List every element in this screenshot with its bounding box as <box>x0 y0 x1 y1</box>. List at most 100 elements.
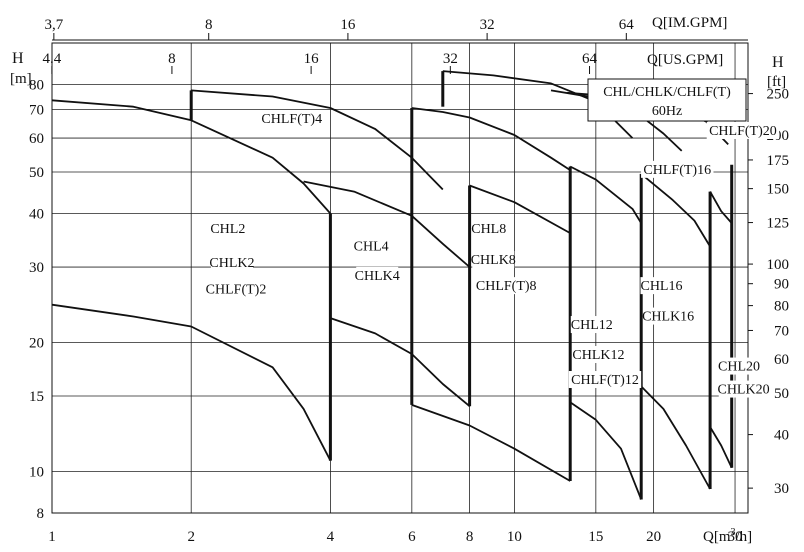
chart-title: CHL/CHLK/CHLF(T) <box>603 85 731 100</box>
x-bottom-tick-label: 2 <box>187 529 195 545</box>
chart-subtitle: 60Hz <box>652 104 682 119</box>
x-bottom-tick-label: 30 <box>728 529 743 545</box>
curve-labels: CHLF(T)4 CHL2 CHLK2 CHLF(T)2 CHL4 CHLK4 CHL8 CH… <box>203 110 780 398</box>
curve-label-backing <box>210 220 246 238</box>
curve-label: CHL4 <box>354 239 389 254</box>
x-top-us-axis-title: Q[US.GPM] <box>647 52 723 68</box>
performance-curve <box>411 107 571 171</box>
x-bottom-axis-title-tail: /h] <box>736 529 753 545</box>
curve-label-backing <box>259 110 325 128</box>
x-bottom-axis-title-superscript: 3 <box>731 527 736 538</box>
performance-curve <box>51 303 332 462</box>
y-left-axis-title: H <box>12 50 24 67</box>
curve-label: CHL8 <box>471 222 506 237</box>
y-right-tick-label: 30 <box>774 481 789 497</box>
curve-label: CHL16 <box>640 279 682 294</box>
curve-label: CHLF(T)4 <box>261 112 322 127</box>
x-top-im-tick-label: 16 <box>340 17 356 33</box>
curve-label: CHLK20 <box>717 383 769 398</box>
x-bottom-tick-label: 8 <box>466 529 474 545</box>
y-left-tick-label: 40 <box>29 207 44 223</box>
x-top-us-tick-label: 32 <box>443 51 458 67</box>
curve-label-backing <box>356 266 399 284</box>
title-box: CHL/CHLK/CHLF(T) 60Hz <box>587 78 747 122</box>
y-left-tick-label: 70 <box>29 102 44 118</box>
y-right-tick-label: 50 <box>774 386 789 402</box>
curve-label-backing <box>568 371 642 389</box>
curve-label: CHL2 <box>210 222 245 237</box>
y-left-tick-label: 20 <box>29 335 44 351</box>
x-top-us-tick-label: 4.4 <box>42 51 61 67</box>
performance-curve <box>191 89 444 191</box>
y-right-tick-label: 175 <box>767 153 790 169</box>
curve-label-backing <box>640 277 683 295</box>
y-left-tick-label: 10 <box>29 464 44 480</box>
curve-label: CHLF(T)2 <box>206 283 267 298</box>
performance-curve <box>330 317 471 407</box>
performance-curve <box>411 404 571 482</box>
y-right-tick-label: 150 <box>767 182 790 198</box>
y-right-tick-label: 90 <box>774 277 789 293</box>
curve-label-backing <box>473 277 539 295</box>
y-left-tick-label: 15 <box>29 389 44 405</box>
curve-label-backing <box>203 280 269 298</box>
x-top-us-tick-label: 64 <box>582 51 598 67</box>
performance-curves <box>51 70 734 500</box>
title-box-frame <box>587 78 747 122</box>
x-bottom-axis-title: Q[m3/h] <box>703 527 752 545</box>
y-left-tick-label: 30 <box>29 260 44 276</box>
x-top-im-tick-label: 64 <box>619 17 635 33</box>
x-top-us-tick-label: 8 <box>168 51 176 67</box>
y-right-tick-label: 70 <box>774 323 789 339</box>
performance-curve <box>640 173 711 247</box>
x-bottom-tick-label: 20 <box>646 529 661 545</box>
curve-label: CHL12 <box>571 318 613 333</box>
curve-label-backing <box>706 121 780 139</box>
y-right-axis-unit: [ft] <box>767 74 786 90</box>
y-right-tick-label: 60 <box>774 352 789 368</box>
x-bottom-tick-label: 4 <box>327 529 335 545</box>
y-left-tick-label: 50 <box>29 165 44 181</box>
y-right-tick-label: 125 <box>767 216 790 232</box>
curve-label-backing <box>210 254 253 272</box>
curve-label-backing <box>353 237 389 255</box>
y-right-tick-label: 100 <box>767 257 790 273</box>
curve-label: CHLK8 <box>471 253 516 268</box>
y-right-tick-label: 80 <box>774 299 789 315</box>
x-top-im-tick-label: 32 <box>480 17 495 33</box>
curve-label: CHLF(T)16 <box>643 163 711 178</box>
curve-label: CHLF(T)20 <box>709 124 777 139</box>
y-right-tick-label: 250 <box>767 87 790 103</box>
curve-label: CHLK2 <box>209 256 254 271</box>
curve-label: CHLK16 <box>642 310 694 325</box>
curve-label: CHLF(T)8 <box>476 279 537 294</box>
y-right-axis-title: H <box>772 54 784 71</box>
axes: 1 2 4 6 8 10 15 20 30 4.4 8 16 32 64 3,7 8 16 32 64 8 10 15 20… <box>29 17 789 545</box>
y-left-tick-label: 60 <box>29 131 44 147</box>
curve-label: CHLF(T)12 <box>571 373 639 388</box>
performance-curve <box>709 191 733 224</box>
curve-label-backing <box>641 160 714 178</box>
x-top-us-tick-label: 16 <box>304 51 320 67</box>
performance-curve <box>709 426 733 469</box>
y-left-tick-label: 80 <box>29 78 44 94</box>
curve-label-backing <box>471 220 506 238</box>
curve-label: CHL20 <box>718 360 760 375</box>
plot-frame <box>51 42 749 514</box>
x-top-im-tick-label: 8 <box>205 17 213 33</box>
performance-curve <box>469 184 571 234</box>
x-top-im-axis-title: Q[IM.GPM] <box>652 15 727 31</box>
curve-label-backing <box>718 357 761 375</box>
curve-label-backing <box>472 250 515 268</box>
x-bottom-tick-label: 6 <box>408 529 416 545</box>
curve-label: CHLK12 <box>572 348 624 363</box>
performance-curve <box>569 165 642 224</box>
y-right-tick-label: 40 <box>774 428 789 444</box>
curve-label-backing <box>643 307 693 325</box>
curve-label: CHLK4 <box>355 269 400 284</box>
curve-label-backing <box>718 380 769 398</box>
performance-curve <box>569 401 643 500</box>
performance-curve <box>640 385 711 490</box>
y-left-tick-label: 8 <box>37 506 45 522</box>
